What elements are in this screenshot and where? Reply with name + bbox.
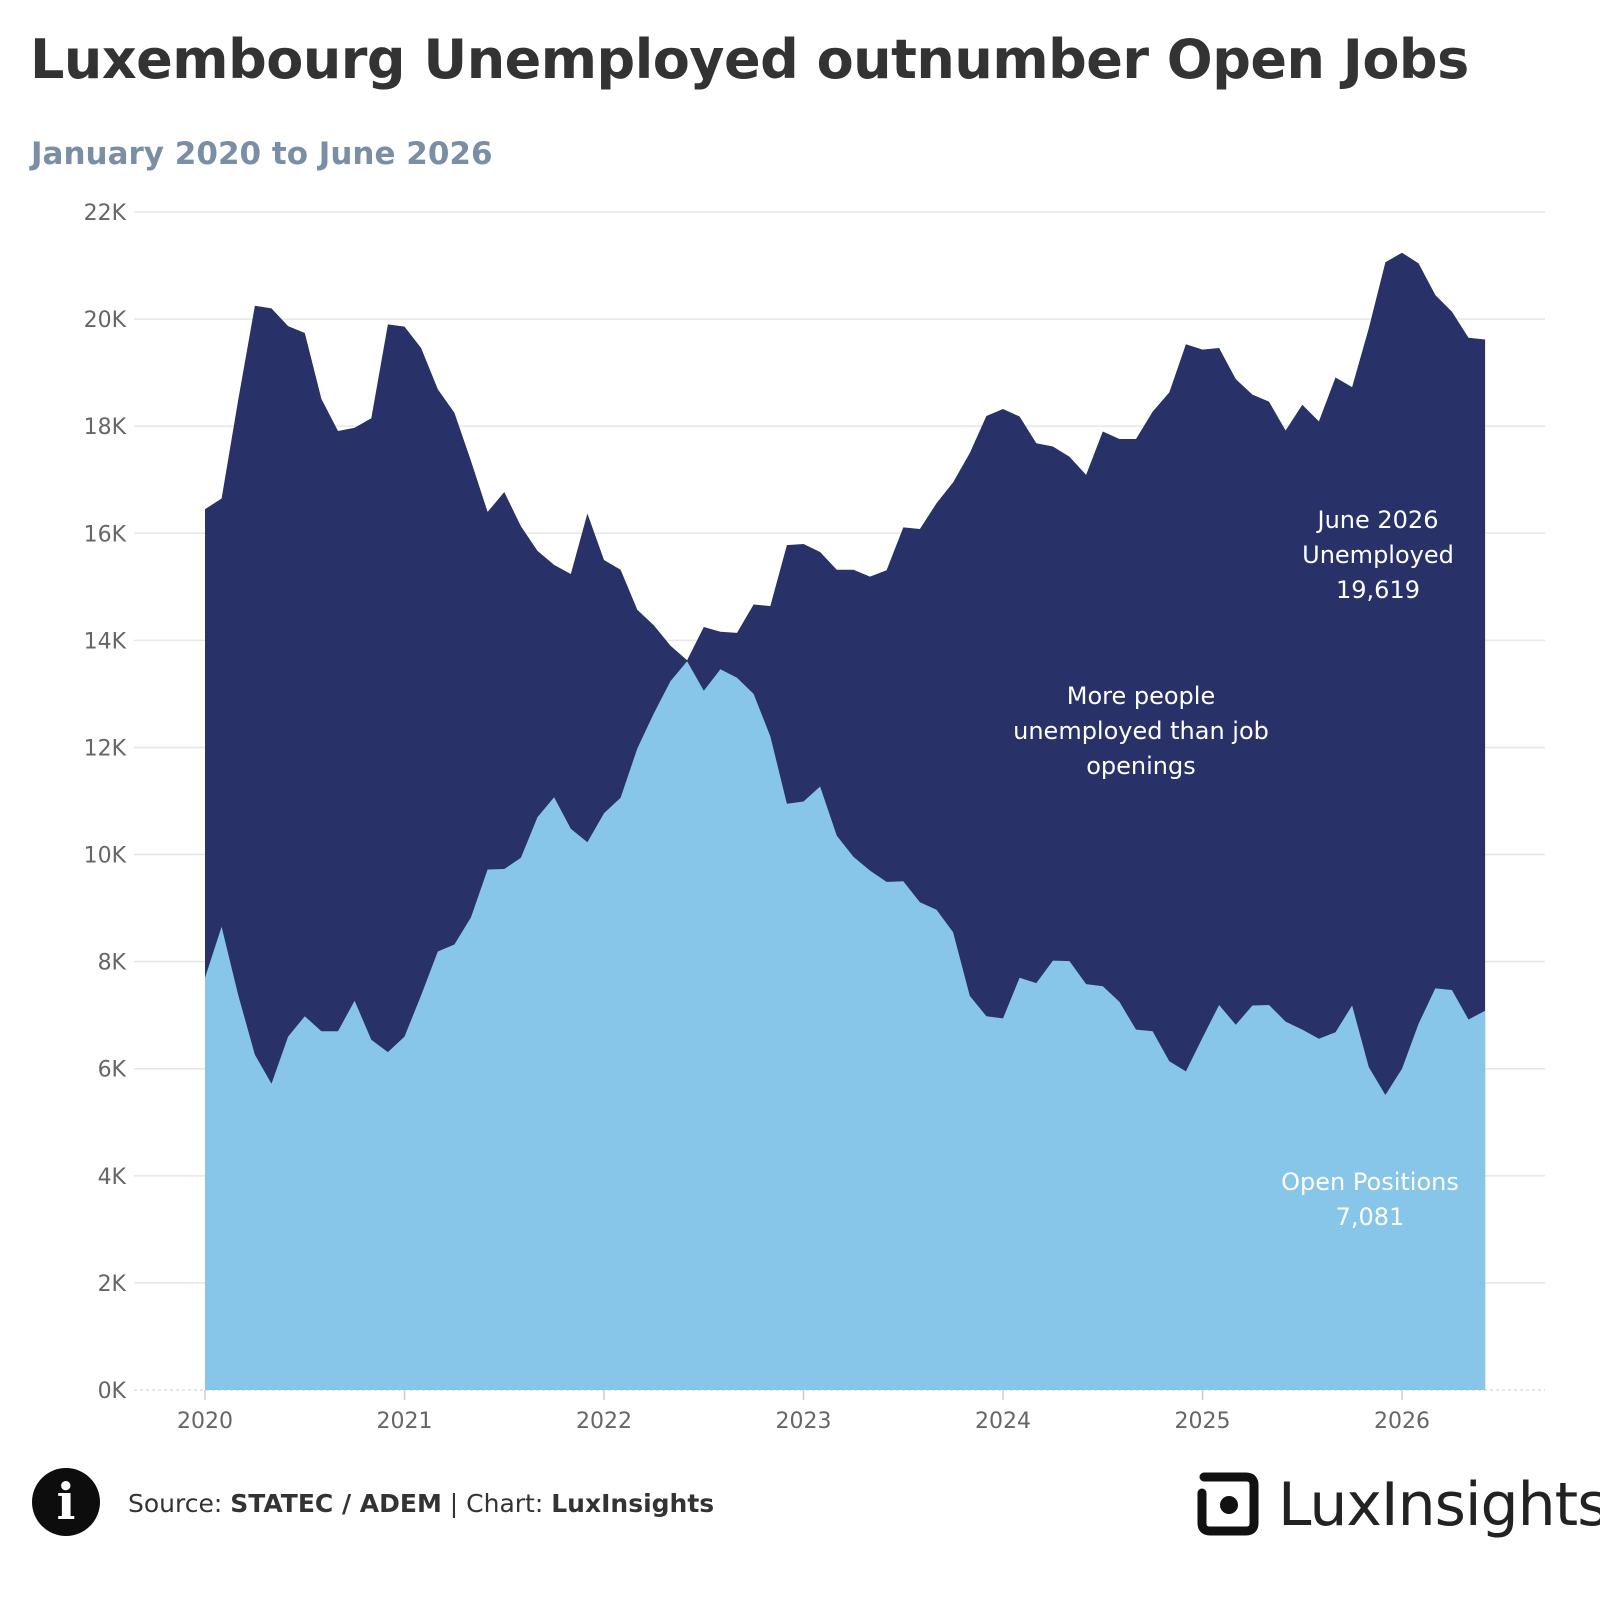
series-areas (205, 252, 1486, 1391)
annotation-unemployed-end: June 2026 Unemployed 19,619 (1302, 506, 1454, 604)
annotation-open-positions-end: Open Positions 7,081 (1281, 1168, 1459, 1231)
y-tick-label: 20K (84, 308, 127, 333)
logo-text: LuxInsights (1278, 1470, 1600, 1540)
x-tick-label: 2025 (1175, 1409, 1231, 1434)
x-tick-label: 2024 (975, 1409, 1031, 1434)
axes: 0K 2K 4K 6K 8K 10K 12K 14K 16K 18K 20K 22K 2020 2021 2… (84, 201, 1430, 1434)
y-tick-label: 10K (84, 844, 127, 869)
source-prefix: Source: (128, 1489, 231, 1518)
x-tick-label: 2020 (177, 1409, 233, 1434)
y-tick-label: 4K (98, 1165, 127, 1190)
annotation-line: Open Positions (1281, 1168, 1459, 1196)
area-open-positions (205, 661, 1486, 1390)
info-icon[interactable]: i (32, 1468, 100, 1536)
chart-credit: LuxInsights (551, 1489, 715, 1518)
area-chart: 0K 2K 4K 6K 8K 10K 12K 14K 16K 18K 20K 22K 2020 2021 2… (84, 201, 1545, 1434)
source-name: STATEC / ADEM (230, 1489, 442, 1518)
x-tick-label: 2022 (576, 1409, 632, 1434)
annotation-line: 7,081 (1336, 1203, 1405, 1231)
y-tick-label: 14K (84, 629, 127, 654)
logo-mark-icon (1197, 1472, 1259, 1536)
x-tick-label: 2023 (776, 1409, 832, 1434)
annotation-line: More people (1067, 682, 1215, 710)
annotation-line: June 2026 (1316, 506, 1439, 534)
annotation-gap: More people unemployed than job openings (1013, 682, 1269, 780)
y-tick-label: 12K (84, 736, 127, 761)
y-tick-label: 18K (84, 415, 127, 440)
x-tick-label: 2021 (377, 1409, 433, 1434)
y-tick-label: 16K (84, 522, 127, 547)
y-tick-label: 2K (98, 1272, 127, 1297)
annotation-line: unemployed than job (1013, 717, 1269, 745)
source-line: Source: STATEC / ADEM | Chart: LuxInsigh… (128, 1489, 714, 1518)
y-tick-label: 6K (98, 1058, 127, 1083)
source-separator: | Chart: (441, 1489, 552, 1518)
annotation-line: Unemployed (1302, 541, 1454, 569)
y-tick-label: 22K (84, 201, 127, 226)
x-tick-label: 2026 (1374, 1409, 1430, 1434)
annotation-line: 19,619 (1336, 576, 1420, 604)
chart-subtitle: January 2020 to June 2026 (31, 136, 493, 172)
annotation-line: openings (1086, 752, 1196, 780)
y-tick-label: 0K (98, 1379, 127, 1404)
footer: i Source: STATEC / ADEM | Chart: LuxInsi… (0, 1455, 1600, 1600)
y-tick-label: 8K (98, 951, 127, 976)
annotations: June 2026 Unemployed 19,619 More people unem… (1013, 506, 1459, 1231)
chart-title: Luxembourg Unemployed outnumber Open Job… (30, 28, 1469, 91)
